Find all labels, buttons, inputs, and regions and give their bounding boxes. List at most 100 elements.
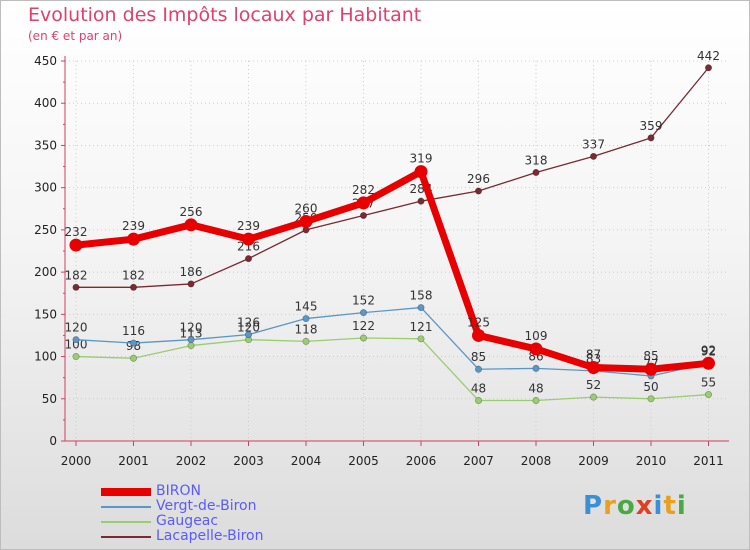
data-label: 152 [352, 294, 375, 308]
data-point [414, 165, 428, 179]
data-label: 359 [640, 119, 663, 133]
data-label: 85 [471, 350, 486, 364]
x-tick-label: 2007 [463, 454, 494, 468]
data-point [472, 328, 485, 342]
legend-swatch [101, 505, 151, 508]
data-label: 52 [586, 378, 601, 392]
data-point [474, 365, 482, 373]
x-tick-label: 2010 [636, 454, 667, 468]
data-label: 239 [237, 219, 260, 233]
data-label: 100 [65, 338, 88, 352]
data-label: 116 [122, 324, 145, 338]
data-label: 126 [237, 316, 260, 330]
x-tick-label: 2004 [291, 454, 322, 468]
data-label: 92 [701, 343, 716, 357]
legend-item: BIRON [101, 484, 263, 499]
data-point [359, 212, 367, 220]
data-label: 120 [237, 321, 260, 335]
legend-label: Vergt-de-Biron [156, 498, 257, 514]
series-line-gaugeac [75, 337, 710, 402]
x-tick-label: 2006 [406, 454, 437, 468]
logo-letter: o [616, 491, 636, 521]
data-label: 118 [295, 322, 318, 336]
y-tick-label: 450 [34, 54, 57, 68]
data-label: 109 [525, 329, 548, 343]
legend-label: BIRON [156, 483, 201, 499]
data-label: 319 [410, 152, 433, 166]
data-point [704, 64, 712, 72]
data-point [529, 342, 543, 356]
data-point [359, 309, 367, 317]
proxiti-logo: Proxiti [583, 491, 687, 521]
chart-subtitle: (en € et par an) [28, 29, 123, 43]
data-label: 232 [65, 225, 88, 239]
series-line-vergt-de-biron [75, 306, 710, 377]
y-tick-label: 400 [34, 96, 57, 110]
legend-item: Gaugeac [101, 514, 263, 529]
data-point [417, 304, 425, 312]
data-point [474, 396, 482, 404]
y-tick-label: 200 [34, 265, 57, 279]
x-tick-label: 2000 [61, 454, 92, 468]
data-point [302, 337, 310, 345]
logo-letter: t [663, 491, 677, 521]
data-label: 145 [295, 300, 318, 314]
data-label: 55 [701, 376, 716, 390]
data-point [589, 152, 597, 160]
data-label: 120 [180, 321, 203, 335]
logo-letter: r [603, 491, 617, 521]
data-point [357, 196, 370, 210]
data-point [242, 232, 255, 246]
data-label: 85 [643, 349, 658, 363]
y-tick-label: 100 [34, 350, 57, 364]
data-label: 256 [180, 205, 203, 219]
data-point [72, 353, 80, 361]
y-tick-label: 300 [34, 181, 57, 195]
data-label: 48 [471, 381, 486, 395]
data-point [532, 168, 540, 176]
data-label: 121 [410, 320, 433, 334]
data-label: 282 [352, 183, 375, 197]
data-point [532, 364, 540, 372]
logo-letter: i [653, 491, 664, 521]
data-label: 113 [180, 327, 203, 341]
x-tick-label: 2003 [233, 454, 264, 468]
logo-letter: x [635, 491, 654, 521]
data-point [647, 134, 655, 142]
legend-item: Lacapelle-Biron [101, 529, 263, 544]
data-label: 239 [122, 219, 145, 233]
x-tick-label: 2001 [118, 454, 149, 468]
chart-legend: BIRON Vergt-de-Biron Gaugeac Lacapelle-Biro… [101, 484, 263, 544]
data-label: 92 [701, 344, 716, 358]
chart-title: Evolution des Impôts locaux par Habitant [28, 4, 422, 26]
data-point [187, 342, 195, 350]
series-line-lacapelle-biron [75, 67, 710, 288]
data-point [704, 391, 712, 399]
y-tick-label: 50 [42, 392, 57, 406]
x-tick-label: 2009 [578, 454, 609, 468]
data-point [474, 187, 482, 195]
data-point [187, 336, 195, 344]
data-label: 182 [122, 268, 145, 282]
data-point [417, 197, 425, 205]
legend-item: Vergt-de-Biron [101, 499, 263, 514]
data-label: 318 [525, 153, 548, 167]
data-point [359, 334, 367, 342]
data-point [245, 255, 253, 263]
data-label: 182 [65, 268, 88, 282]
legend-label: Gaugeac [156, 513, 219, 529]
data-point [130, 339, 138, 347]
data-point [417, 335, 425, 343]
data-label: 120 [65, 321, 88, 335]
legend-label: Lacapelle-Biron [156, 528, 264, 544]
data-point [589, 393, 597, 401]
data-point [184, 218, 198, 232]
data-point [647, 395, 655, 403]
legend-swatch [101, 487, 151, 496]
data-label: 125 [467, 315, 490, 329]
data-point [245, 331, 253, 339]
y-tick-label: 150 [34, 307, 57, 321]
data-point [69, 238, 83, 252]
data-point [302, 315, 310, 323]
